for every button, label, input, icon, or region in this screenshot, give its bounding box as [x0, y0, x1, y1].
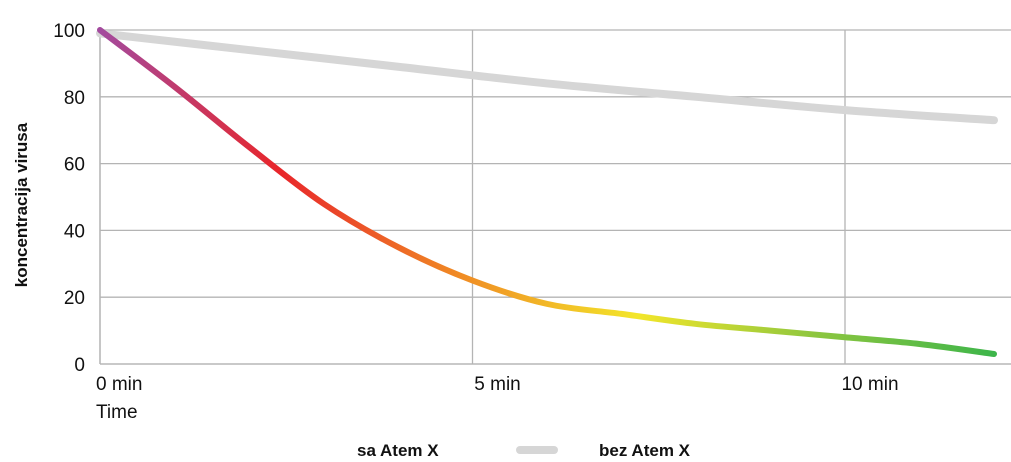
- legend: sa Atem X bez Atem X: [290, 441, 691, 460]
- y-axis-title: koncentracija virusa: [12, 122, 31, 287]
- series-layer: [96, 27, 998, 357]
- y-tick-label-60: 60: [64, 155, 85, 176]
- grid: [99, 29, 1011, 365]
- y-tick-label-40: 40: [64, 221, 85, 242]
- series-line-bez-atem-x: [96, 29, 998, 125]
- y-tick-label-80: 80: [64, 88, 85, 109]
- x-tick-label-0: 0 min: [96, 374, 142, 395]
- y-tick-label-0: 0: [74, 355, 85, 376]
- x-tick-labels: 0 min 5 min 10 min: [96, 374, 899, 395]
- series-line-sa-atem-x: [97, 27, 997, 357]
- legend-label-bez-atem-x: bez Atem X: [599, 441, 691, 460]
- y-tick-label-100: 100: [53, 21, 85, 42]
- x-tick-label-10: 10 min: [841, 374, 898, 395]
- x-axis-title: Time: [96, 402, 138, 423]
- x-tick-label-5: 5 min: [474, 374, 520, 395]
- legend-label-sa-atem-x: sa Atem X: [357, 441, 439, 460]
- y-tick-label-20: 20: [64, 288, 85, 309]
- y-tick-labels: 0 20 40 60 80 100: [53, 21, 85, 376]
